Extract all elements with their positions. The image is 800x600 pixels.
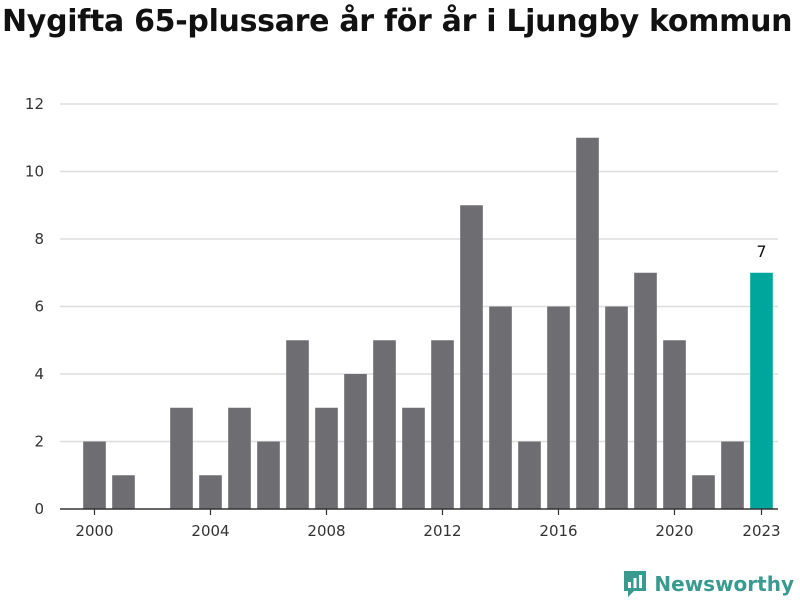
bar — [692, 475, 715, 509]
bars — [83, 137, 773, 509]
bar — [315, 407, 338, 509]
bar — [547, 306, 570, 509]
bar — [228, 407, 251, 509]
bar — [286, 340, 309, 509]
data-labels: 7 — [756, 242, 766, 261]
newsworthy-brand[interactable]: Newsworthy — [622, 568, 794, 600]
bar — [199, 475, 222, 509]
bar — [431, 340, 454, 509]
bar — [489, 306, 512, 509]
brand-name: Newsworthy — [654, 572, 794, 596]
x-tick-label: 2000 — [75, 522, 113, 540]
x-tick-label: 2023 — [742, 522, 780, 540]
x-axis: 2000 2004 2008 2012 2016 2020 2023 — [60, 508, 781, 540]
bar — [257, 441, 280, 509]
y-tick-label: 4 — [34, 365, 44, 383]
bar — [518, 441, 541, 509]
x-tick-label: 2012 — [423, 522, 461, 540]
bar — [605, 306, 628, 509]
bar-highlight — [750, 272, 773, 509]
newsworthy-logo-icon — [624, 571, 647, 597]
bar — [373, 340, 396, 509]
x-tick-label: 2004 — [191, 522, 229, 540]
x-tick-label: 2020 — [655, 522, 693, 540]
bar — [460, 205, 483, 509]
bar — [170, 407, 193, 509]
x-tick-label: 2008 — [307, 522, 345, 540]
y-axis: 0 2 4 6 8 10 12 — [25, 95, 44, 518]
y-tick-label: 10 — [25, 163, 44, 181]
bar — [663, 340, 686, 509]
y-tick-label: 8 — [34, 230, 44, 248]
data-label: 7 — [756, 242, 766, 261]
bar — [634, 272, 657, 509]
y-tick-label: 2 — [34, 433, 44, 451]
bar — [721, 441, 744, 509]
y-tick-label: 0 — [34, 500, 44, 518]
x-tick-label: 2016 — [539, 522, 577, 540]
y-tick-label: 6 — [34, 298, 44, 316]
y-tick-label: 12 — [25, 95, 44, 113]
bar — [576, 137, 599, 509]
bar — [402, 407, 425, 509]
bar — [112, 475, 135, 509]
bar — [344, 374, 367, 509]
bar — [83, 441, 106, 509]
chart-title: Nygifta 65-plussare år för år i Ljungby … — [2, 4, 793, 39]
